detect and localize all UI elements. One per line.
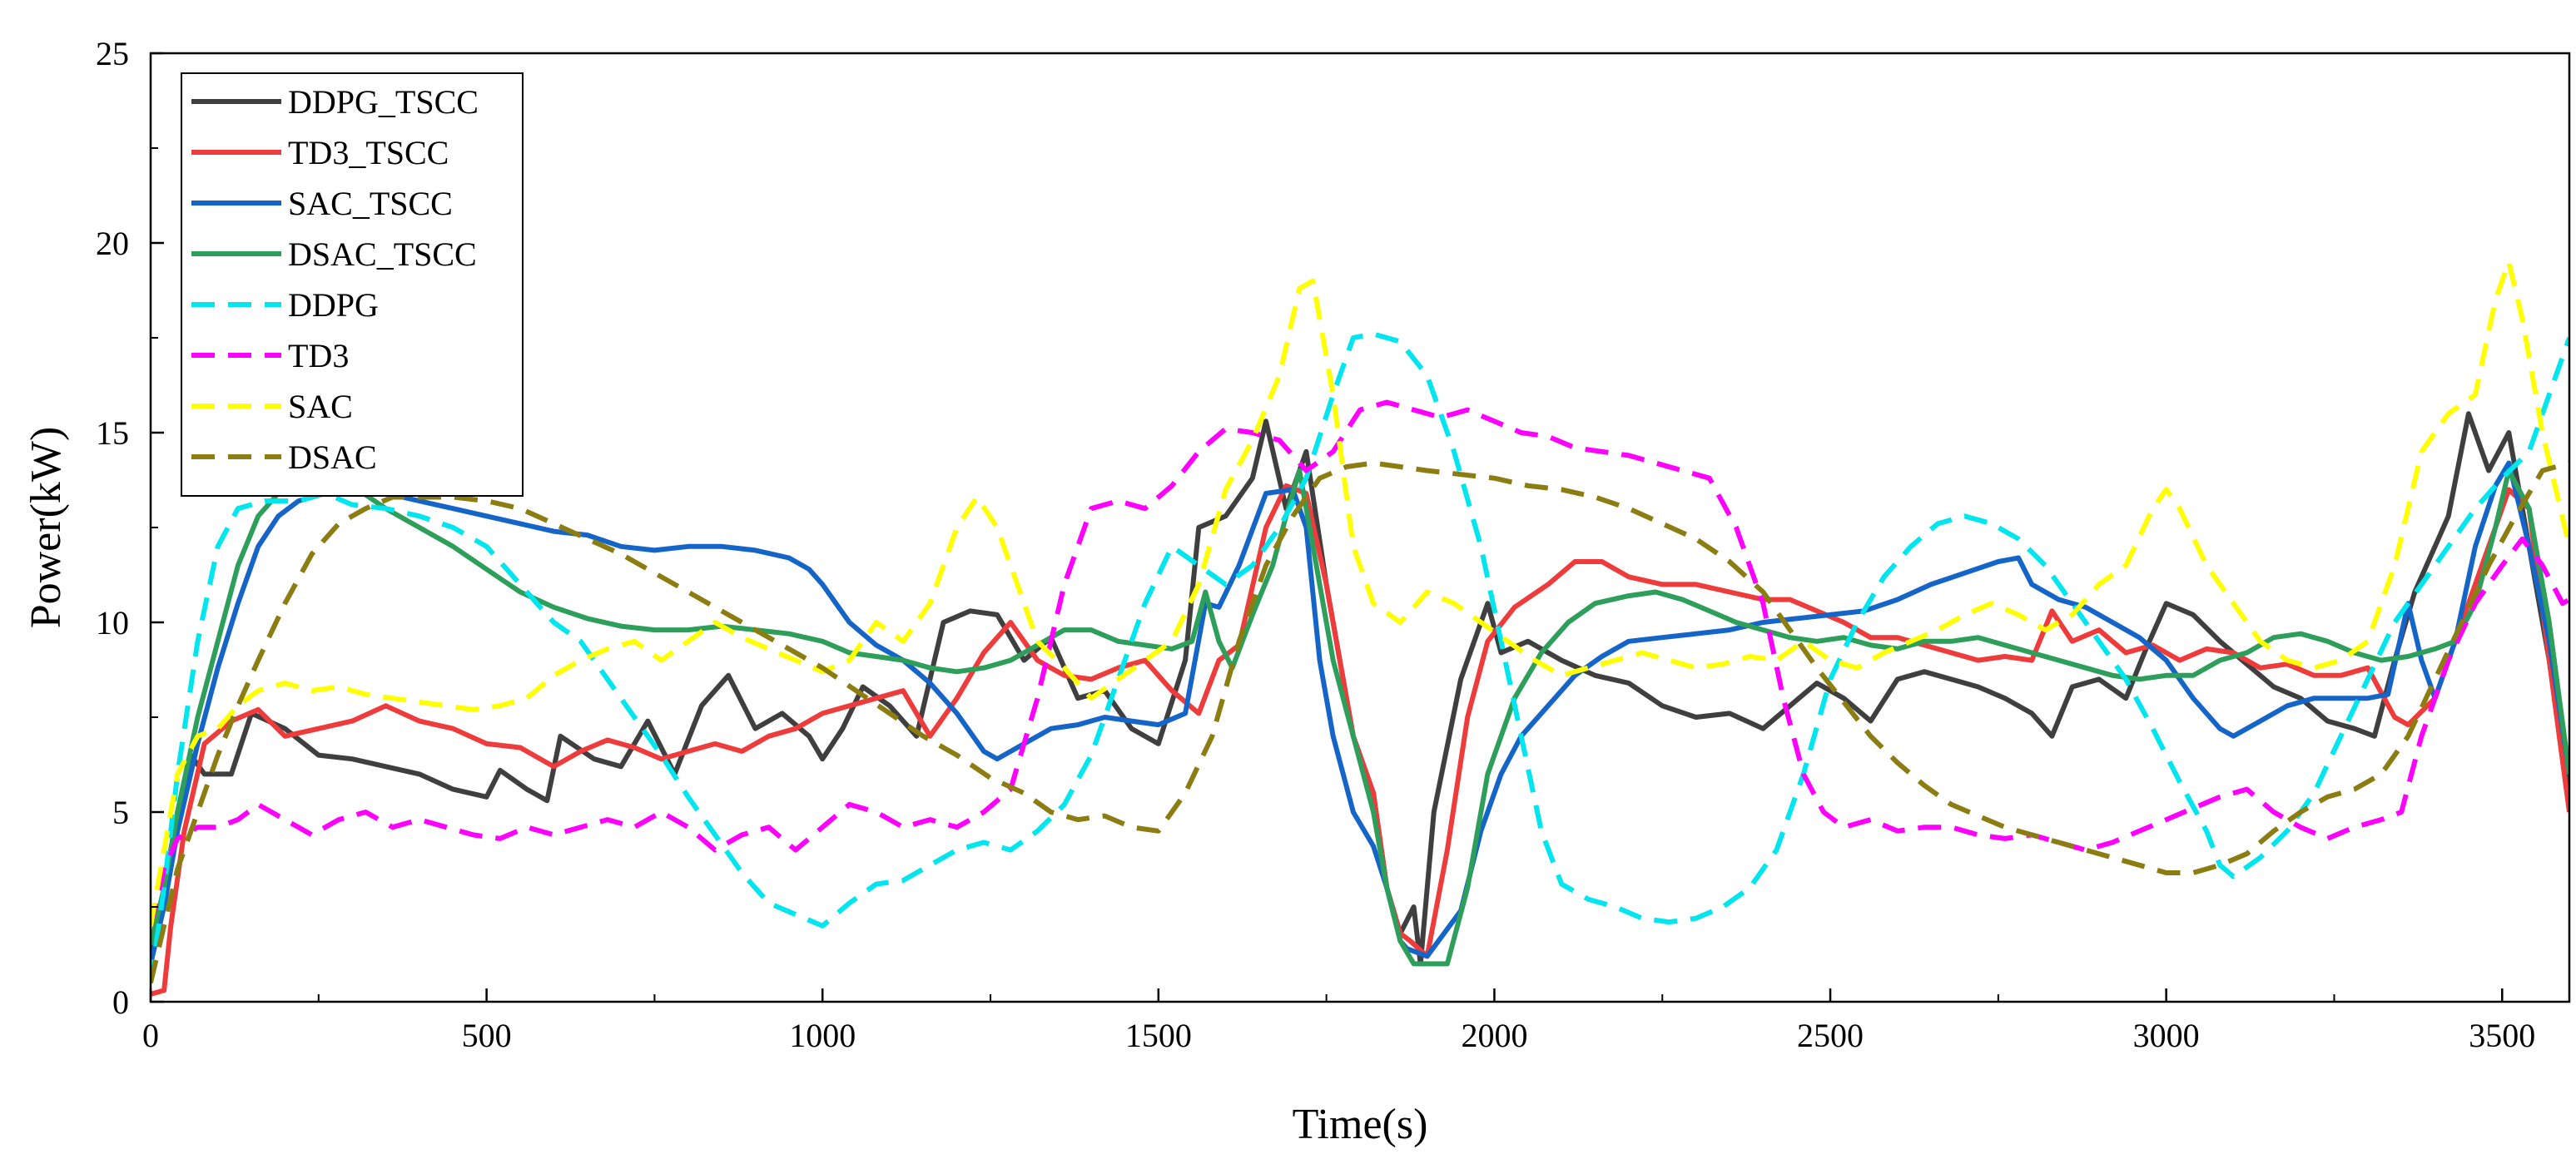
y-tick-label: 15	[96, 414, 129, 452]
x-tick-label: 0	[142, 1017, 159, 1054]
legend-label: TD3_TSCC	[288, 134, 449, 171]
series-line-dsac-tscc	[151, 464, 2569, 967]
x-tick-label: 2500	[1797, 1017, 1864, 1054]
y-tick-label: 5	[112, 794, 129, 831]
legend-label: TD3	[288, 337, 349, 374]
legend-label: SAC_TSCC	[288, 185, 453, 222]
legend-label: SAC	[288, 388, 353, 425]
series-line-ddpg	[151, 331, 2569, 983]
y-tick-label: 25	[96, 35, 129, 72]
x-tick-label: 1000	[789, 1017, 856, 1054]
legend-label: DDPG	[288, 286, 379, 324]
axis-ticks: 0 500 1000 1500 2000 2500 3000 3500 0 5 10 15 20 25	[96, 35, 2535, 1054]
legend-label: DSAC	[288, 438, 377, 476]
series-line-sac	[151, 259, 2569, 927]
y-tick-label: 0	[112, 983, 129, 1021]
y-tick-label: 20	[96, 225, 129, 262]
legend-label: DSAC_TSCC	[288, 235, 477, 273]
x-axis-title: Time(s)	[1293, 1101, 1428, 1148]
legend-box	[181, 72, 524, 497]
y-axis-title: Power(kW)	[22, 427, 70, 629]
chart-legend: DDPG_TSCC TD3_TSCC SAC_TSCC DSAC_TSCC DDPG TD…	[181, 72, 524, 497]
x-tick-label: 3500	[2469, 1017, 2535, 1054]
x-tick-label: 3000	[2133, 1017, 2200, 1054]
x-tick-label: 1500	[1125, 1017, 1192, 1054]
y-tick-label: 10	[96, 604, 129, 641]
legend-label: DDPG_TSCC	[288, 83, 479, 121]
series-line-dsac	[151, 460, 2569, 983]
series-line-sac-tscc	[151, 460, 2569, 965]
x-tick-label: 2000	[1461, 1017, 1527, 1054]
plot-series-group	[151, 259, 2569, 997]
x-tick-label: 500	[462, 1017, 512, 1054]
